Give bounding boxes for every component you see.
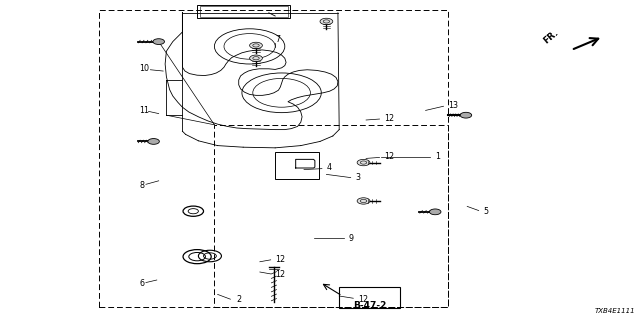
Bar: [275, 152, 319, 179]
Circle shape: [250, 55, 262, 61]
Bar: [99, 10, 448, 307]
Text: 11: 11: [140, 106, 150, 115]
Bar: [214, 125, 448, 307]
Text: 12: 12: [384, 152, 394, 161]
Text: B-47-2: B-47-2: [353, 301, 387, 310]
Text: 10: 10: [140, 64, 150, 73]
Text: 3: 3: [355, 173, 360, 182]
Text: 12: 12: [358, 295, 369, 304]
Text: TXB4E1111: TXB4E1111: [595, 308, 635, 314]
Bar: [339, 287, 400, 308]
Circle shape: [250, 42, 262, 49]
Text: 5: 5: [483, 207, 488, 216]
Text: 12: 12: [275, 255, 285, 264]
Bar: [200, 6, 288, 17]
Text: 13: 13: [448, 101, 458, 110]
Circle shape: [429, 209, 441, 215]
Text: 9: 9: [349, 234, 354, 243]
Text: 12: 12: [384, 114, 394, 123]
Text: 6: 6: [140, 279, 145, 288]
Circle shape: [148, 139, 159, 144]
Text: 2: 2: [237, 295, 242, 304]
Circle shape: [460, 112, 472, 118]
Circle shape: [320, 18, 333, 25]
Bar: [197, 5, 290, 18]
Text: 1: 1: [435, 152, 440, 161]
Circle shape: [153, 39, 164, 44]
Text: FR.: FR.: [541, 28, 560, 45]
Text: 8: 8: [140, 181, 145, 190]
Text: 12: 12: [275, 270, 285, 279]
Circle shape: [357, 198, 370, 204]
Text: 7: 7: [275, 36, 280, 44]
Circle shape: [357, 159, 370, 166]
Text: 4: 4: [326, 164, 332, 172]
